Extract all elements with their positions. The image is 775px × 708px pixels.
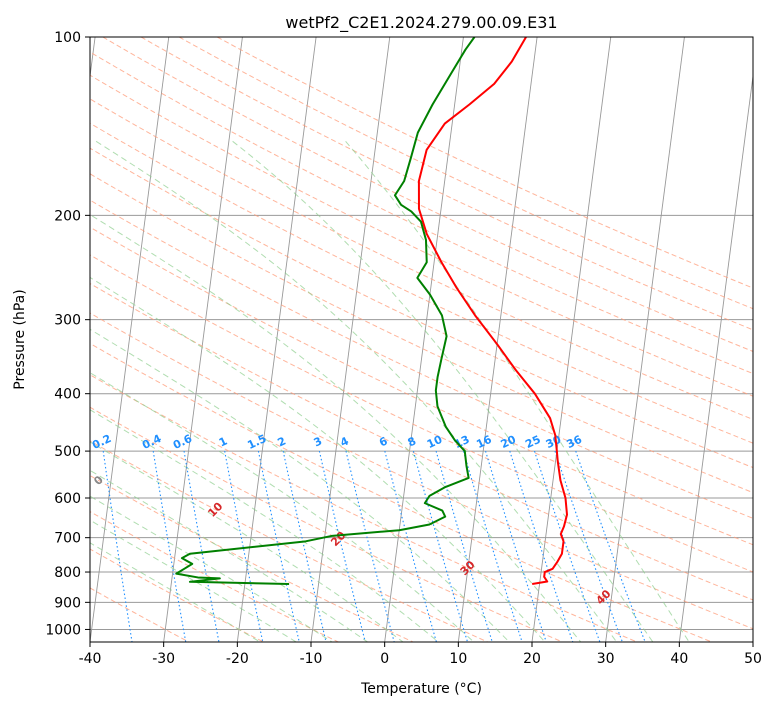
y-tick-label: 1000: [45, 622, 81, 638]
y-tick-label: 600: [54, 491, 81, 507]
mixing-ratio-label: 20: [499, 433, 519, 451]
x-tick-label: 40: [670, 651, 688, 667]
y-tick-label: 700: [54, 531, 81, 547]
mixing-ratio-label: 10: [425, 433, 445, 451]
moist-adiabat-line: [90, 372, 475, 642]
mixing-ratio-line: [509, 450, 574, 642]
isotherm-line: [163, 37, 243, 642]
mixing-ratio-label: 13: [452, 433, 471, 451]
dry-adiabat-line: [178, 37, 753, 310]
isotherm-line: [310, 37, 391, 642]
dewpoint-line: [175, 37, 476, 585]
dry-adiabat-line: [90, 312, 753, 630]
data-series: [175, 37, 568, 585]
y-tick-label: 400: [54, 387, 81, 403]
mixing-ratio-line: [257, 450, 300, 642]
y-tick-label: 900: [54, 595, 81, 611]
moist-adiabat-line: [232, 140, 654, 642]
mixing-ratio-line: [282, 450, 327, 642]
moist-adiabat-line: [90, 495, 333, 642]
moist-adiabat-line: [90, 409, 439, 642]
x-tick-label: 50: [744, 651, 762, 667]
mixing-ratio-line: [412, 450, 469, 642]
dry-adiabat-line: [90, 173, 753, 494]
x-tick-label: 0: [380, 651, 389, 667]
x-axis: -40 -30 -20 -10 0 10 20 30 40 50: [79, 642, 762, 667]
moist-adiabat-line: [90, 276, 546, 642]
plot-frame: [89, 36, 754, 643]
mixing-ratio-line: [224, 450, 264, 642]
moist-adiabat-line: [90, 214, 582, 642]
y-tick-label: 200: [54, 208, 81, 224]
x-tick-label: -40: [79, 651, 102, 667]
moist-adiabat-line: [90, 519, 297, 642]
isotherm-line: [531, 37, 612, 642]
isotherm-line: [457, 37, 538, 642]
x-tick-label: -30: [152, 651, 175, 667]
moist-adiabat-line: [95, 140, 618, 642]
dry-adiabat-line: [90, 51, 753, 375]
mixing-ratio-label: 36: [565, 433, 585, 451]
mixing-ratio-line: [345, 450, 395, 642]
mixing-ratio-label: 16: [474, 433, 494, 451]
dry-adiabat-line: [217, 37, 753, 289]
isotherm-line: [90, 37, 170, 642]
mixing-ratio-line: [435, 450, 493, 642]
chart-title: wetPf2_C2E1.2024.279.00.09.E31: [285, 13, 557, 33]
y-tick-label: 500: [54, 444, 81, 460]
mixing-ratio-line: [384, 450, 437, 642]
dry-adiabat-line: [90, 282, 753, 601]
dry-adiabat-line: [90, 226, 753, 546]
dry-adiabat-line: [90, 122, 753, 444]
mixing-ratio-line: [102, 451, 133, 642]
x-tick-label: -20: [226, 651, 249, 667]
x-tick-label: 30: [597, 651, 615, 667]
dry-adiabat-line: [140, 37, 753, 331]
y-tick-label: 800: [54, 565, 81, 581]
moist-adiabat-line: [90, 328, 510, 642]
x-axis-label: Temperature (°C): [360, 681, 482, 697]
dry-adiabat-line: [90, 511, 339, 642]
mixing-ratio-label: 25: [523, 433, 542, 451]
mixing-ratio-label: 30: [544, 433, 564, 451]
dry-adiabat-line: [90, 98, 753, 420]
y-tick-label: 300: [54, 313, 81, 329]
moist-adiabat-line: [90, 469, 368, 642]
y-tick-label: 100: [54, 30, 81, 46]
mixing-ratio-line: [462, 450, 523, 642]
temperature-line: [417, 37, 568, 585]
x-tick-label: 20: [523, 651, 541, 667]
dry-adiabat-line: [102, 37, 753, 353]
dry-adiabat-line: [90, 254, 753, 573]
moist-adiabat-line: [90, 542, 261, 642]
isotherm-line: [678, 72, 753, 642]
isotherm-line: [605, 37, 685, 642]
y-axis-label: Pressure (hPa): [12, 289, 28, 389]
mixing-ratio-line: [533, 450, 601, 642]
dry-adiabat-line: [90, 74, 753, 397]
mixing-ratio-line: [485, 450, 547, 642]
x-tick-label: -10: [300, 651, 323, 667]
mixing-ratio-line: [554, 450, 623, 642]
y-axis: 100 200 300 400 500 600 700 800 900 1000: [45, 30, 90, 638]
x-tick-label: 10: [449, 651, 467, 667]
mixing-ratio-line: [318, 450, 366, 642]
isotherm-line: [236, 37, 317, 642]
background-lines: [90, 37, 753, 642]
isotherm-line: [384, 37, 464, 642]
